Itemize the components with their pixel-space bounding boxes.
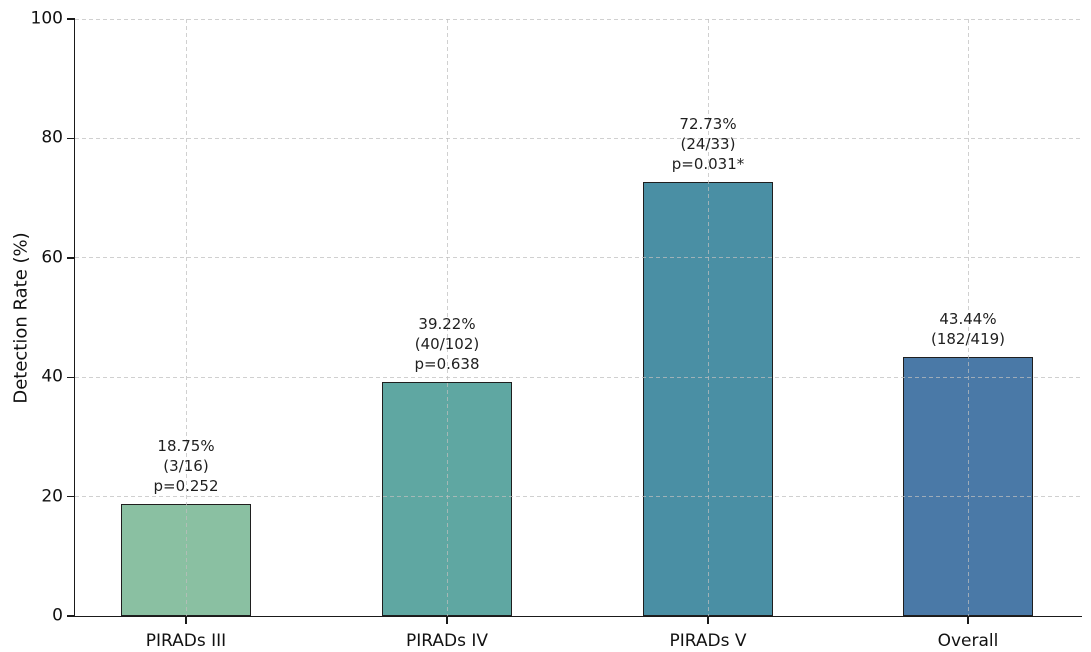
y-tick-mark <box>67 495 75 498</box>
y-tick-mark <box>67 615 75 617</box>
y-tick-label: 60 <box>41 247 63 268</box>
y-tick-label: 40 <box>41 366 63 387</box>
x-tick-label: PIRADs V <box>669 631 747 651</box>
x-tick-mark <box>967 616 969 624</box>
x-tick-label: PIRADs III <box>145 631 227 651</box>
axes-layer: 0 20 40 60 80 100 PIRADs III PIRADs IV PIRADs V O… <box>31 10 1082 650</box>
plot-area: 18.75% (3/16) p=0.252 39.22% (40/102) p=0.638… <box>31 10 1082 650</box>
y-tick-mark <box>67 257 75 259</box>
y-tick-label: 100 <box>30 8 63 29</box>
bar-annotation: 18.75% (3/16) p=0.252 <box>153 436 218 496</box>
y-axis-spine <box>74 19 76 616</box>
y-tick-label: 20 <box>41 486 63 507</box>
y-tick-mark <box>67 18 75 20</box>
y-tick-label: 80 <box>41 127 63 148</box>
x-tick-label: PIRADs IV <box>405 631 489 651</box>
x-tick-mark <box>185 616 187 624</box>
x-axis-spine <box>74 615 1082 617</box>
x-tick-mark <box>446 616 448 624</box>
x-tick-label: Overall <box>937 631 999 651</box>
x-tick-mark <box>707 616 709 624</box>
y-tick-label: 0 <box>52 605 63 626</box>
y-tick-mark <box>67 137 75 140</box>
y-tick-mark <box>67 376 75 378</box>
